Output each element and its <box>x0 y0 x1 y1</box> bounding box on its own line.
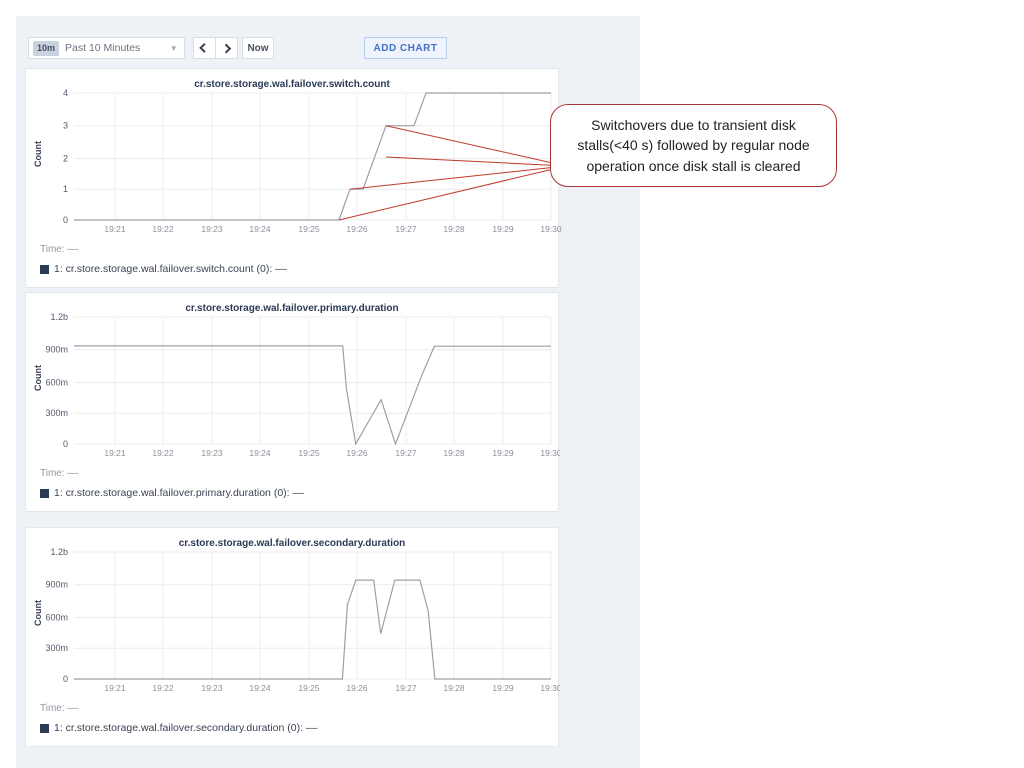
svg-text:19:24: 19:24 <box>249 448 271 458</box>
svg-text:19:25: 19:25 <box>298 224 320 234</box>
svg-text:600m: 600m <box>45 378 68 388</box>
svg-text:900m: 900m <box>45 345 68 355</box>
svg-text:19:23: 19:23 <box>201 683 223 693</box>
svg-text:19:27: 19:27 <box>395 224 417 234</box>
svg-text:19:27: 19:27 <box>395 448 417 458</box>
svg-text:19:21: 19:21 <box>104 224 126 234</box>
svg-text:19:25: 19:25 <box>298 448 320 458</box>
svg-text:19:24: 19:24 <box>249 683 271 693</box>
svg-text:19:23: 19:23 <box>201 448 223 458</box>
svg-text:600m: 600m <box>45 613 68 623</box>
svg-text:19:28: 19:28 <box>443 224 465 234</box>
svg-text:19:24: 19:24 <box>249 224 271 234</box>
svg-text:1: 1 <box>63 184 68 194</box>
svg-text:4: 4 <box>63 88 68 98</box>
svg-text:19:22: 19:22 <box>152 224 174 234</box>
svg-text:1.2b: 1.2b <box>50 312 68 322</box>
svg-text:300m: 300m <box>45 643 68 653</box>
svg-text:19:30: 19:30 <box>540 224 562 234</box>
svg-text:19:28: 19:28 <box>443 448 465 458</box>
svg-text:19:26: 19:26 <box>346 683 368 693</box>
svg-text:19:29: 19:29 <box>492 448 514 458</box>
svg-text:2: 2 <box>63 154 68 164</box>
svg-text:19:29: 19:29 <box>492 683 514 693</box>
svg-text:19:22: 19:22 <box>152 448 174 458</box>
svg-text:3: 3 <box>63 121 68 131</box>
svg-text:19:30: 19:30 <box>540 683 560 693</box>
svg-text:300m: 300m <box>45 408 68 418</box>
svg-text:1.2b: 1.2b <box>50 547 68 557</box>
svg-text:0: 0 <box>63 674 68 684</box>
svg-text:19:27: 19:27 <box>395 683 417 693</box>
svg-text:19:21: 19:21 <box>104 448 126 458</box>
svg-text:19:29: 19:29 <box>492 224 514 234</box>
svg-text:19:28: 19:28 <box>443 683 465 693</box>
svg-text:19:25: 19:25 <box>298 683 320 693</box>
svg-text:19:26: 19:26 <box>346 448 368 458</box>
svg-text:0: 0 <box>63 215 68 225</box>
svg-text:19:21: 19:21 <box>104 683 126 693</box>
svg-text:19:30: 19:30 <box>540 448 560 458</box>
svg-text:19:26: 19:26 <box>346 224 368 234</box>
svg-text:19:22: 19:22 <box>152 683 174 693</box>
svg-text:900m: 900m <box>45 580 68 590</box>
svg-text:19:23: 19:23 <box>201 224 223 234</box>
svg-text:0: 0 <box>63 439 68 449</box>
